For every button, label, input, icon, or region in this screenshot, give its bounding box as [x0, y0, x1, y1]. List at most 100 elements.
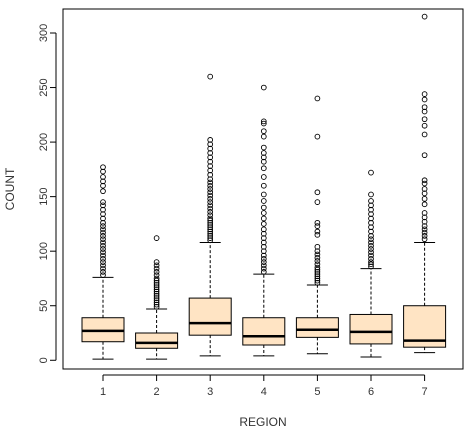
outlier-point: [260, 265, 267, 272]
outlier-point: [207, 195, 214, 202]
plot-frame: [62, 8, 464, 370]
outlier-point: [314, 254, 321, 261]
outlier-point: [314, 219, 321, 226]
outlier-point: [260, 215, 267, 222]
outlier-point: [421, 104, 428, 111]
outlier-point: [260, 204, 267, 211]
iqr-box: [242, 317, 286, 346]
outlier-point: [368, 252, 374, 259]
y-tick-label: 150: [38, 187, 50, 205]
outlier-point: [100, 188, 106, 195]
outlier-point: [100, 233, 106, 239]
outlier-point: [368, 246, 374, 252]
x-tick-label: 4: [261, 386, 267, 398]
outlier-point: [100, 239, 106, 246]
outlier-point: [207, 205, 214, 212]
outlier-point: [207, 212, 214, 219]
outlier-point: [100, 259, 106, 265]
outlier-point: [260, 144, 267, 151]
outlier-point: [260, 128, 267, 135]
outlier-point: [368, 239, 374, 246]
outlier-point: [368, 261, 374, 268]
outlier-point: [421, 177, 428, 184]
outlier-point: [100, 236, 106, 243]
outlier-point: [368, 255, 374, 262]
outlier-point: [260, 165, 267, 172]
outlier-point: [207, 215, 214, 222]
box-7: [403, 13, 447, 354]
outlier-point: [100, 262, 106, 269]
outlier-point: [314, 258, 321, 264]
outlier-point: [260, 259, 267, 265]
box-5: [295, 95, 339, 355]
outlier-point: [260, 255, 267, 262]
outlier-point: [421, 96, 428, 103]
outlier-point: [260, 174, 267, 180]
outlier-point: [260, 198, 267, 204]
outlier-point: [314, 95, 321, 102]
outlier-point: [314, 251, 321, 258]
outlier-point: [100, 174, 106, 180]
outlier-point: [260, 262, 267, 269]
outlier-point: [421, 233, 428, 239]
outlier-point: [100, 265, 106, 272]
outlier-point: [260, 221, 267, 227]
outlier-point: [314, 189, 321, 196]
outlier-point: [207, 189, 214, 196]
outlier-point: [421, 180, 428, 187]
x-tick-label: 3: [207, 386, 213, 398]
outlier-point: [314, 223, 321, 229]
outlier-point: [314, 264, 321, 271]
outlier-point: [421, 195, 428, 202]
x-tick-label: 7: [422, 386, 428, 398]
outlier-point: [421, 226, 428, 233]
outlier-point: [100, 246, 106, 252]
outlier-point: [100, 226, 106, 233]
y-axis: 0 50 100 150 200 250 300: [38, 24, 57, 363]
x-tick-label: 1: [100, 386, 106, 398]
outlier-point: [207, 137, 214, 143]
y-tick-label: 300: [38, 24, 50, 42]
outlier-point: [207, 192, 214, 199]
outlier-point: [368, 236, 374, 243]
y-tick-label: 200: [38, 133, 50, 151]
outlier-point: [260, 269, 267, 275]
outlier-point: [260, 118, 267, 125]
outlier-point: [260, 226, 267, 233]
box-1: [81, 164, 125, 360]
outlier-point: [100, 199, 106, 205]
outlier-point: [153, 262, 160, 269]
outlier-point: [368, 198, 374, 204]
outlier-point: [153, 265, 160, 272]
outlier-point: [421, 116, 428, 123]
iqr-box: [295, 317, 339, 338]
box-2: [135, 235, 179, 360]
outlier-point: [100, 229, 106, 236]
outlier-point: [421, 122, 428, 129]
outlier-point: [368, 191, 374, 198]
outlier-point: [207, 182, 214, 189]
outlier-point: [421, 201, 428, 208]
outlier-point: [153, 235, 160, 241]
outlier-point: [207, 73, 214, 80]
outlier-point: [100, 164, 106, 171]
y-tick-label: 0: [38, 357, 50, 363]
outlier-point: [207, 209, 214, 215]
outlier-point: [314, 261, 321, 268]
outlier-point: [100, 202, 106, 209]
x-axis: 1 2 3 4 5 6 7: [100, 374, 428, 398]
outlier-point: [314, 266, 321, 273]
outlier-point: [153, 275, 160, 282]
outlier-point: [260, 133, 267, 140]
outlier-point: [421, 186, 428, 192]
outlier-point: [314, 228, 321, 235]
outlier-point: [421, 229, 428, 236]
outlier-point: [368, 169, 374, 176]
y-tick-label: 50: [38, 300, 50, 312]
outlier-point: [100, 249, 106, 256]
iqr-box: [349, 313, 393, 345]
outlier-point: [207, 186, 214, 192]
outlier-point: [260, 150, 267, 156]
y-tick-label: 250: [38, 78, 50, 96]
x-tick-label: 6: [368, 386, 374, 398]
